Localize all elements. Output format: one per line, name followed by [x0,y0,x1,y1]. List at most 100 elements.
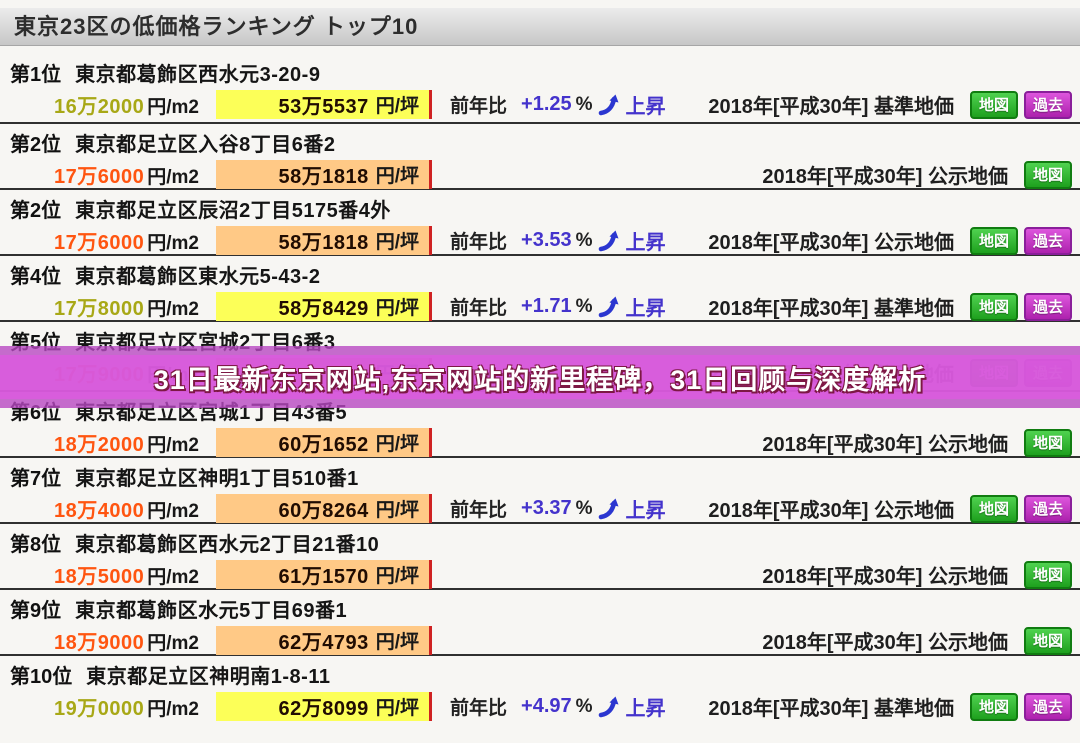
rank-label: 第10位 [10,666,73,688]
address-text: 東京都葛飾区東水元5-43-2 [75,266,321,288]
row-header-line: 第4位 東京都葛飾区東水元5-43-2 [10,260,1080,289]
map-button[interactable]: 地図 [1023,560,1072,589]
yoy-value: +1.25 [521,93,572,115]
row-header-line: 第9位 東京都葛飾区水元5丁目69番1 [10,594,1080,623]
rise-arrow-icon [598,696,619,717]
percent-label: % [575,695,593,717]
ranking-row: 第6位 東京都足立区宮城1丁目43番5 18万2000 円/m2 60万1652 円/… [0,392,1080,458]
rank-label: 第8位 [10,534,62,556]
row-price-line: 18万4000 円/m2 60万8264 円/坪 前年比 +3.37 % 上昇 20… [10,494,1080,523]
price-per-m2-value: 17万8000 [54,298,145,320]
rank-label: 第4位 [10,266,62,288]
map-button[interactable]: 地図 [969,90,1018,119]
price-per-tsubo-value: 61万1570 [278,566,369,588]
price-per-tsubo-value: 58万1818 [278,232,369,254]
address-text: 東京都足立区入谷8丁目6番2 [75,134,336,156]
row-right-cluster: 2018年[平成30年] 基準地価 地図 過去 [708,292,1072,321]
row-right-cluster: 2018年[平成30年] 公示地価 地図 過去 [708,494,1072,523]
row-price-line: 16万2000 円/m2 53万5537 円/坪 前年比 +1.25 % 上昇 20… [10,90,1080,119]
address-text: 東京都足立区辰沼2丁目5175番4外 [75,200,391,222]
row-header-line: 第10位 東京都足立区神明南1-8-11 [10,660,1080,689]
past-button[interactable]: 過去 [1023,494,1072,523]
yoy-label: 前年比 [450,698,508,719]
row-header-line: 第2位 東京都足立区入谷8丁目6番2 [10,128,1080,157]
price-per-m2-value: 19万0000 [54,698,145,720]
yoy-label: 前年比 [450,96,508,117]
rise-label: 上昇 [625,698,666,720]
price-per-m2-group: 18万5000 円/m2 [54,560,206,589]
yen-per-tsubo-label: 円/坪 [375,298,419,319]
year-and-type: 2018年[平成30年] 公示地価 [708,494,954,523]
price-per-tsubo-box: 60万8264 円/坪 [216,494,432,523]
row-right-cluster: 2018年[平成30年] 公示地価 地図 過去 [762,160,1072,189]
row-price-line: 17万8000 円/m2 58万8429 円/坪 前年比 +1.71 % 上昇 20… [10,292,1080,321]
price-per-m2-group: 18万9000 円/m2 [54,626,206,655]
yoy-value: +4.97 [521,695,572,717]
past-button[interactable]: 過去 [1023,226,1072,255]
row-right-cluster: 2018年[平成30年] 基準地価 地図 過去 [708,90,1072,119]
price-per-tsubo-value: 53万5537 [278,96,369,118]
percent-label: % [575,93,593,115]
map-button[interactable]: 地図 [1023,626,1072,655]
map-button[interactable]: 地図 [969,226,1018,255]
yoy-block: 前年比 +1.25 % 上昇 [450,90,666,119]
rise-label: 上昇 [625,298,666,320]
yen-per-m2-label: 円/m2 [147,435,199,456]
price-per-m2-value: 18万4000 [54,500,145,522]
map-button[interactable]: 地図 [969,692,1018,721]
map-button[interactable]: 地図 [1023,428,1072,457]
price-per-tsubo-box: 62万4793 円/坪 [216,626,432,655]
year-label: 2018年[平成30年] [762,434,923,456]
past-button[interactable]: 過去 [1023,692,1072,721]
yoy-label: 前年比 [450,232,508,253]
map-button[interactable]: 地図 [969,292,1018,321]
price-per-m2-value: 16万2000 [54,96,145,118]
price-type-label: 公示地価 [927,566,1008,588]
price-type-label: 公示地価 [927,632,1008,654]
year-and-type: 2018年[平成30年] 公示地価 [762,626,1008,655]
map-button[interactable]: 地図 [969,494,1018,523]
rank-label: 第1位 [10,64,62,86]
yoy-value: +3.53 [521,229,572,251]
rank-label: 第7位 [10,468,62,490]
price-type-label: 公示地価 [873,500,954,522]
rise-label: 上昇 [625,96,666,118]
rise-arrow-icon [598,296,619,317]
rise-label: 上昇 [625,500,666,522]
yen-per-m2-label: 円/m2 [147,167,199,188]
price-per-tsubo-box: 58万1818 円/坪 [216,226,432,255]
year-label: 2018年[平成30年] [708,232,869,254]
year-label: 2018年[平成30年] [762,166,923,188]
year-and-type: 2018年[平成30年] 基準地価 [708,90,954,119]
rank-label: 第2位 [10,200,62,222]
past-button[interactable]: 過去 [1023,90,1072,119]
price-type-label: 基準地価 [873,698,954,720]
price-type-label: 基準地価 [873,298,954,320]
overlay-banner: 31日最新东京网站,东京网站的新里程碑，31日回顾与深度解析 [0,346,1080,408]
map-button[interactable]: 地図 [1023,160,1072,189]
price-per-m2-group: 18万2000 円/m2 [54,428,206,457]
price-per-tsubo-value: 58万8429 [278,298,369,320]
price-per-m2-group: 17万6000 円/m2 [54,226,206,255]
address-text: 東京都葛飾区水元5丁目69番1 [75,600,348,622]
row-header-line: 第2位 東京都足立区辰沼2丁目5175番4外 [10,194,1080,223]
price-per-tsubo-value: 60万1652 [278,434,369,456]
ranking-row: 第8位 東京都葛飾区西水元2丁目21番10 18万5000 円/m2 61万1570… [0,524,1080,590]
year-and-type: 2018年[平成30年] 公示地価 [708,226,954,255]
past-button[interactable]: 過去 [1023,292,1072,321]
price-per-m2-value: 17万6000 [54,166,145,188]
price-per-m2-group: 19万0000 円/m2 [54,692,206,721]
year-label: 2018年[平成30年] [708,96,869,118]
row-right-cluster: 2018年[平成30年] 公示地価 地図 過去 [762,428,1072,457]
yen-per-tsubo-label: 円/坪 [375,698,419,719]
year-and-type: 2018年[平成30年] 公示地価 [762,160,1008,189]
price-per-m2-value: 18万5000 [54,566,145,588]
price-per-tsubo-box: 62万8099 円/坪 [216,692,432,721]
price-per-tsubo-value: 62万8099 [278,698,369,720]
year-label: 2018年[平成30年] [708,698,869,720]
percent-label: % [575,295,593,317]
yoy-block: 前年比 +4.97 % 上昇 [450,692,666,721]
price-per-tsubo-value: 58万1818 [278,166,369,188]
